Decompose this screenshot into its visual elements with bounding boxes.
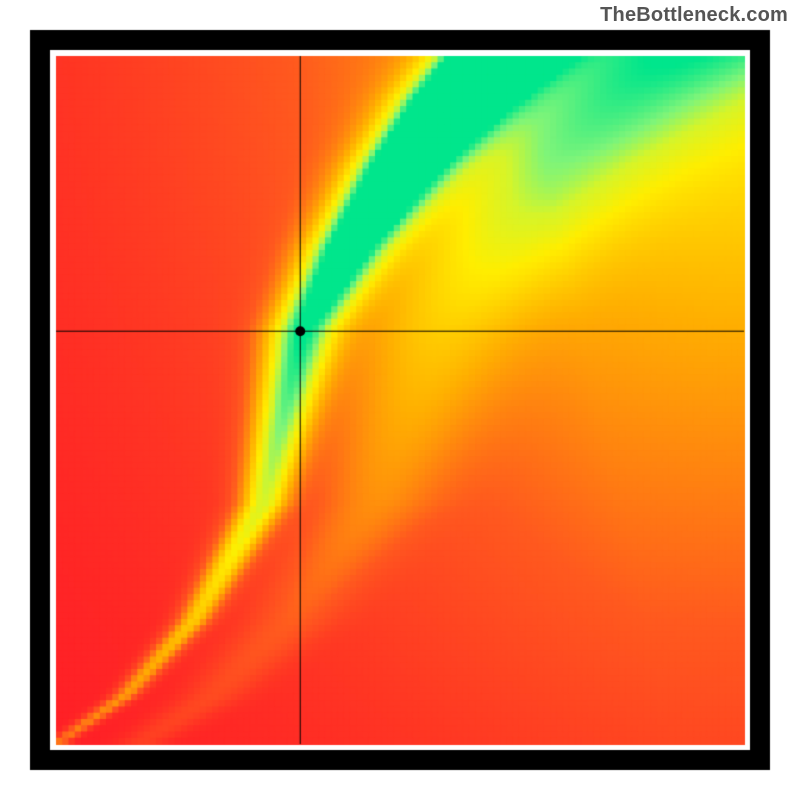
chart-container: TheBottleneck.com bbox=[0, 0, 800, 800]
watermark-text: TheBottleneck.com bbox=[600, 4, 788, 27]
heatmap-canvas bbox=[0, 0, 800, 800]
